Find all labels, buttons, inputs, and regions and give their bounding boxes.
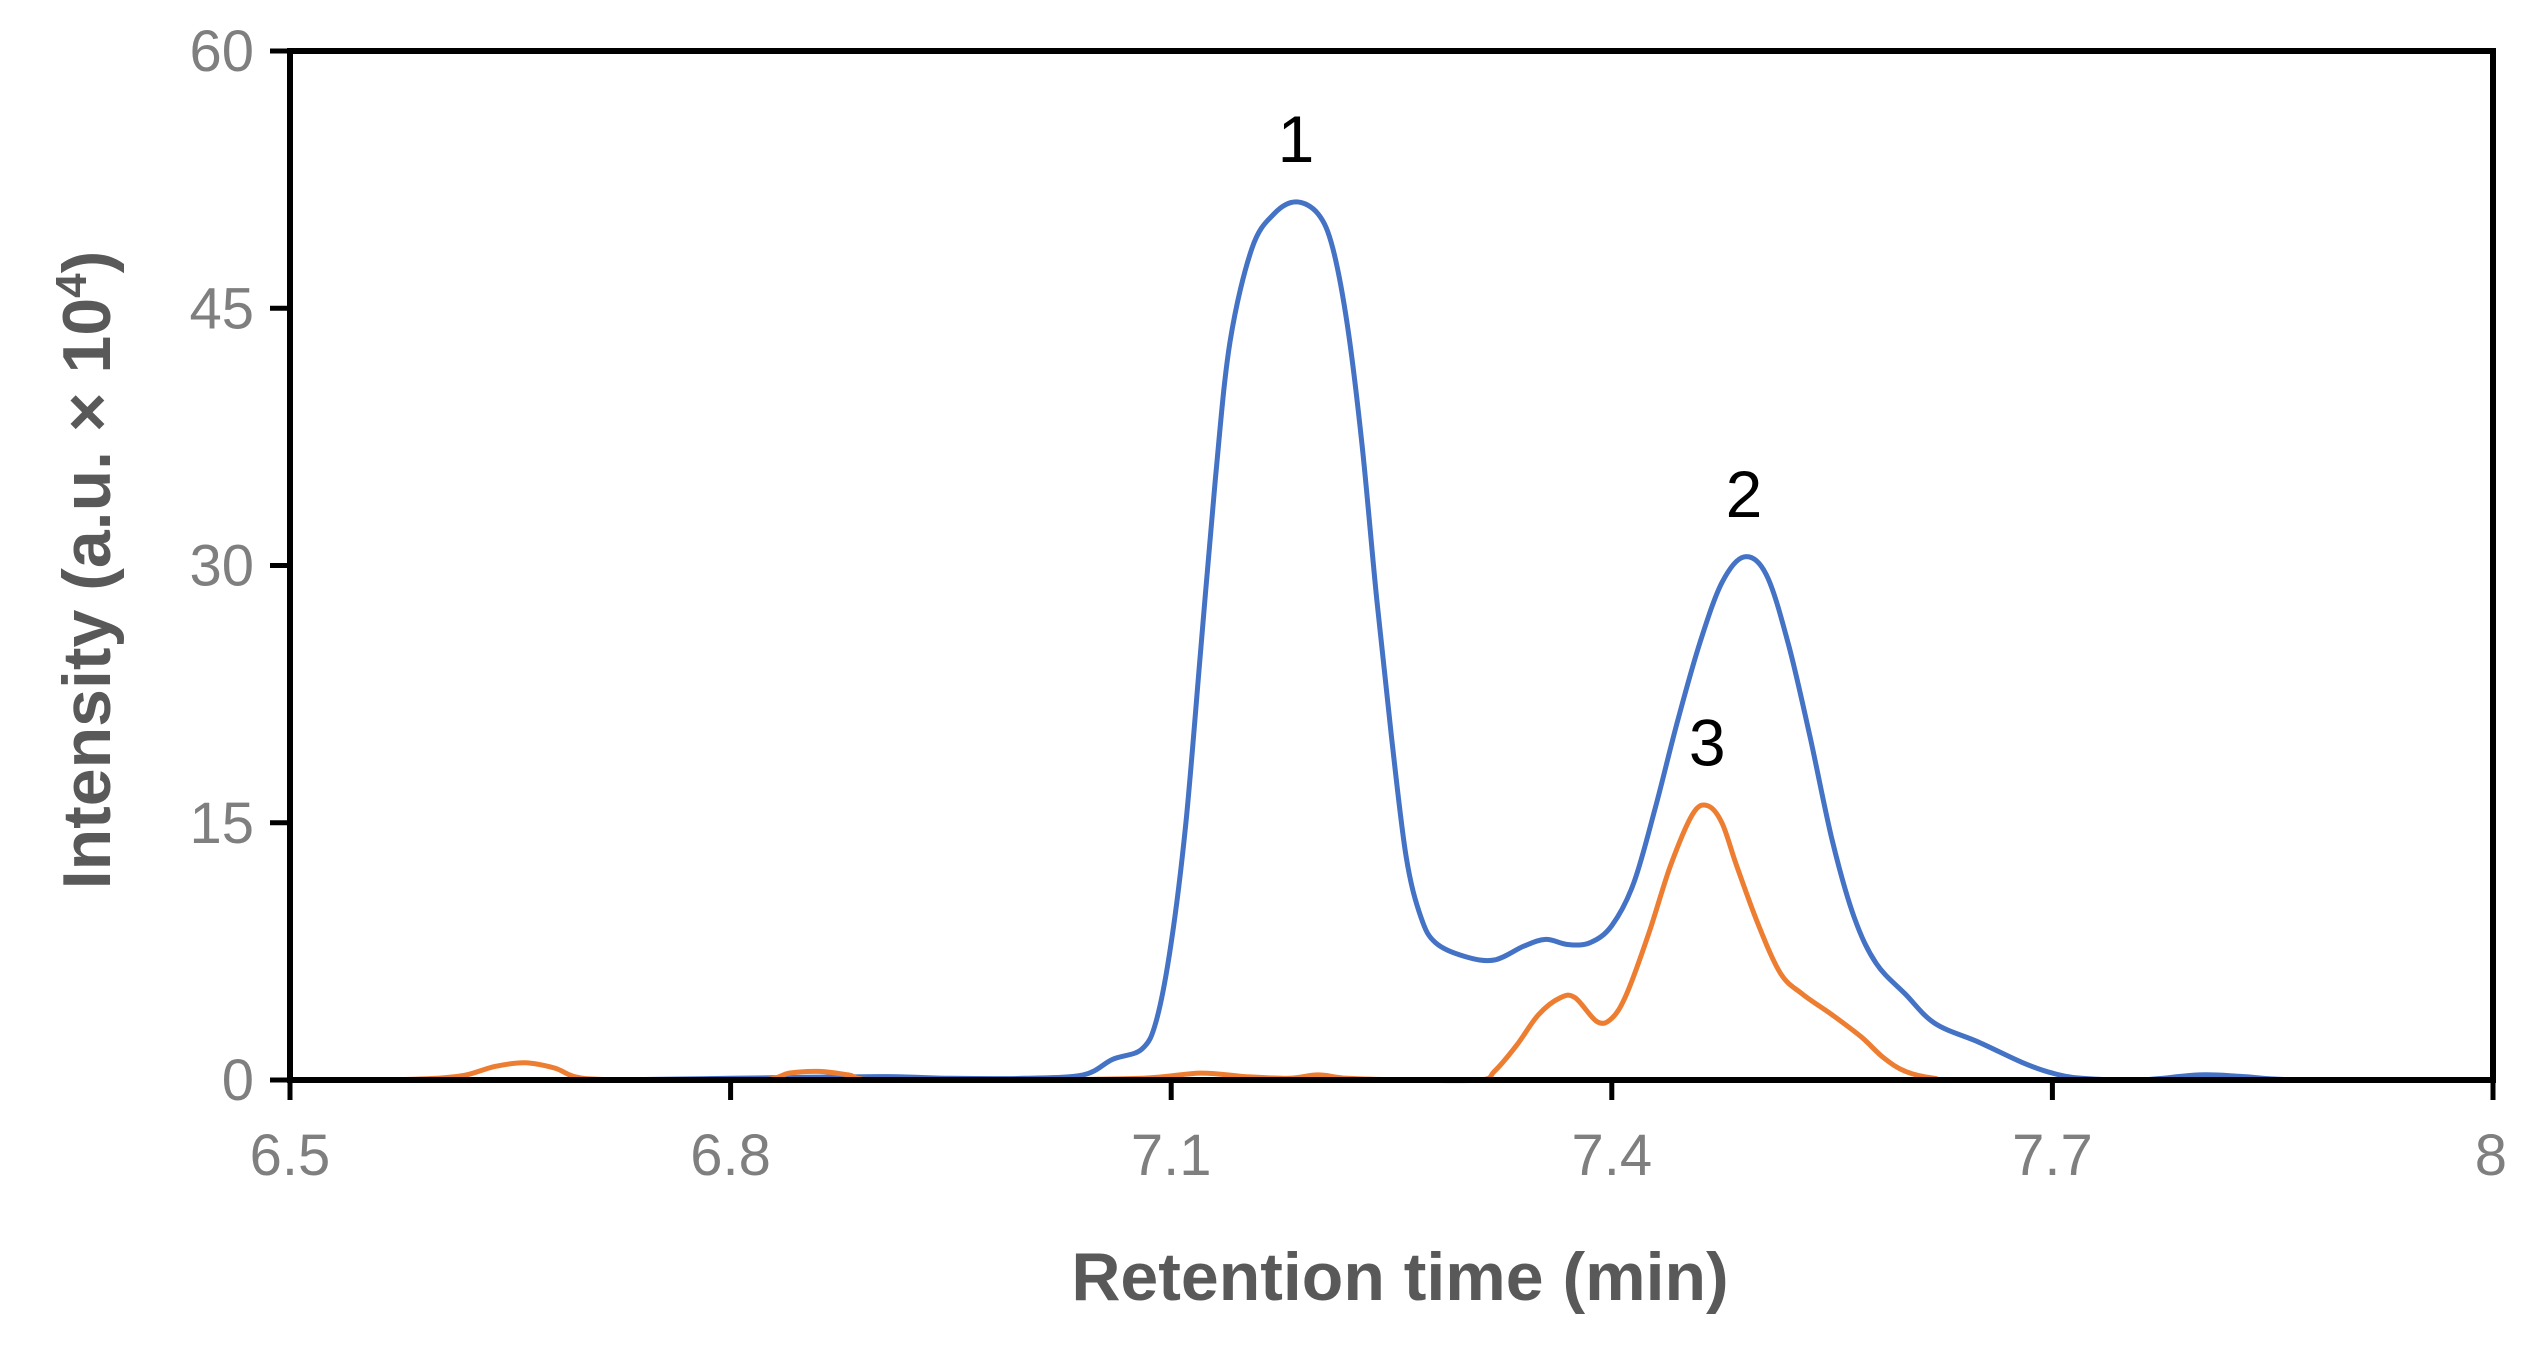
x-tick-label: 6.8 xyxy=(690,1123,771,1188)
axes xyxy=(270,48,2496,1100)
x-tick-label: 6.5 xyxy=(250,1123,331,1188)
y-tick-label: 30 xyxy=(189,534,254,599)
y-tick-label: 0 xyxy=(222,1048,254,1113)
peak-label-3: 3 xyxy=(1689,706,1726,780)
y-axis-title-superscript: 4 xyxy=(47,273,96,298)
series-line-1 xyxy=(610,199,2496,1083)
y-axis-title-main: Intensity (a.u. × 10 xyxy=(49,298,125,889)
peak-label-1: 1 xyxy=(1278,102,1315,176)
x-tick-label: 7.1 xyxy=(1131,1123,1212,1188)
tick-labels: 0 15 30 45 60 6.5 6.8 7.1 7.4 7.7 8 1 2 3 xyxy=(189,19,2507,1188)
series-line-2 xyxy=(390,802,2496,1084)
y-axis-title: Intensity (a.u. × 104) xyxy=(47,251,125,890)
peak-label-2: 2 xyxy=(1726,457,1763,531)
x-axis-title: Retention time (min) xyxy=(1071,1239,1728,1315)
x-tick-label: 8 xyxy=(2475,1123,2507,1188)
y-tick-label: 15 xyxy=(189,791,254,856)
x-tick-label: 7.4 xyxy=(1571,1123,1652,1188)
x-tick-label: 7.7 xyxy=(2012,1123,2093,1188)
y-axis-title-close: ) xyxy=(49,251,125,274)
plot-border xyxy=(287,48,2496,1083)
y-tick-label: 60 xyxy=(189,19,254,84)
plot-area xyxy=(390,199,2496,1084)
y-tick-label: 45 xyxy=(189,276,254,341)
